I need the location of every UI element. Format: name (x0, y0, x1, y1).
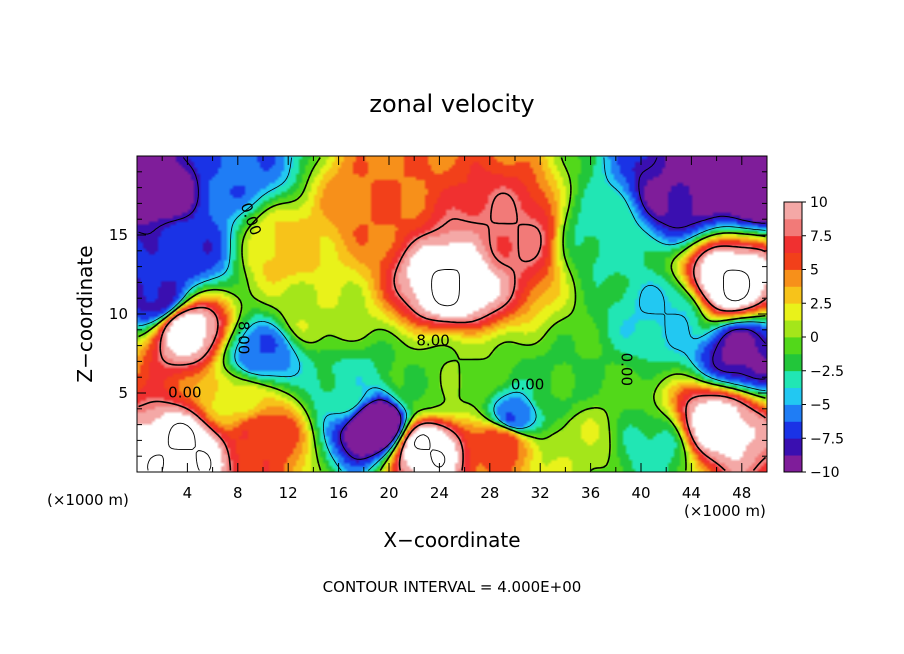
x-tick-label: 28 (480, 484, 499, 502)
contour-label: 0.00 (168, 384, 201, 402)
x-tick-label: 32 (531, 484, 550, 502)
colorbar: 10 7.5 5 2.5 0 −2.5 −5 −7.5 −10 (783, 195, 844, 481)
x-tick-label: 12 (279, 484, 298, 502)
colorbar-swatch (784, 455, 802, 473)
colorbar-tick-label: 5 (810, 263, 819, 279)
x-axis: 4 8 12 16 20 24 28 32 36 40 44 48 (161, 156, 751, 502)
contour-label: 0.00 (617, 353, 635, 386)
y-axis: 5 10 15 (109, 171, 767, 457)
contour-label: 0.00 (511, 376, 544, 394)
colorbar-swatch (784, 353, 802, 372)
contour-line (147, 269, 751, 471)
colorbar-swatch (784, 269, 802, 287)
y-tick-label: 15 (109, 226, 128, 244)
x-tick-label: 40 (631, 484, 650, 502)
x-tick-label: 20 (379, 484, 398, 502)
contour-line (138, 157, 766, 460)
colorbar-tick-label: −10 (810, 465, 840, 481)
contour-label: 8.00 (416, 331, 449, 349)
x-tick-label: 16 (329, 484, 348, 502)
chart-title: zonal velocity (369, 90, 534, 118)
x-tick-label: 48 (732, 484, 751, 502)
colorbar-swatch (784, 320, 802, 338)
colorbar-tick-label: −2.5 (810, 364, 844, 380)
colorbar-swatch (784, 404, 802, 422)
x-tick-label: 44 (682, 484, 701, 502)
colorbar-swatch (784, 387, 802, 405)
plot-area (137, 156, 767, 472)
contour-interval-note: CONTOUR INTERVAL = 4.000E+00 (323, 578, 582, 596)
x-tick-label: 8 (233, 484, 243, 502)
contour-line (138, 192, 767, 472)
contour-line (138, 157, 766, 471)
colorbar-swatch (784, 202, 802, 220)
x-axis-label: X−coordinate (383, 528, 520, 552)
colorbar-swatch (784, 421, 802, 439)
colorbar-swatch (784, 286, 802, 304)
colorbar-tick-label: 2.5 (810, 296, 832, 312)
colorbar-swatch (784, 252, 802, 270)
y-tick-label: 10 (109, 305, 128, 323)
colorbar-tick-label: 0 (810, 330, 819, 346)
colorbar-swatch (784, 303, 802, 321)
y-axis-label: Z−coordinate (73, 245, 97, 382)
y-tick-label: 5 (118, 384, 128, 402)
colorbar-swatch (784, 235, 802, 254)
colorbar-swatch (784, 337, 802, 355)
colorbar-tick-label: −7.5 (810, 431, 844, 447)
contour-line (138, 157, 766, 472)
x-tick-label: 24 (430, 484, 449, 502)
x-unit-left: (×1000 m) (47, 491, 129, 509)
colorbar-tick-label: −5 (810, 398, 831, 414)
colorbar-swatch (784, 218, 802, 237)
colorbar-swatch (784, 370, 802, 389)
colorbar-tick-label: 10 (810, 195, 828, 211)
colorbar-swatch (784, 438, 802, 456)
contour-label: 8.00 (234, 321, 252, 354)
contour-lines (138, 157, 767, 472)
colorbar-tick-label: 7.5 (810, 229, 832, 245)
x-unit-right: (×1000 m) (684, 502, 766, 520)
x-tick-label: 36 (581, 484, 600, 502)
x-tick-label: 4 (183, 484, 193, 502)
